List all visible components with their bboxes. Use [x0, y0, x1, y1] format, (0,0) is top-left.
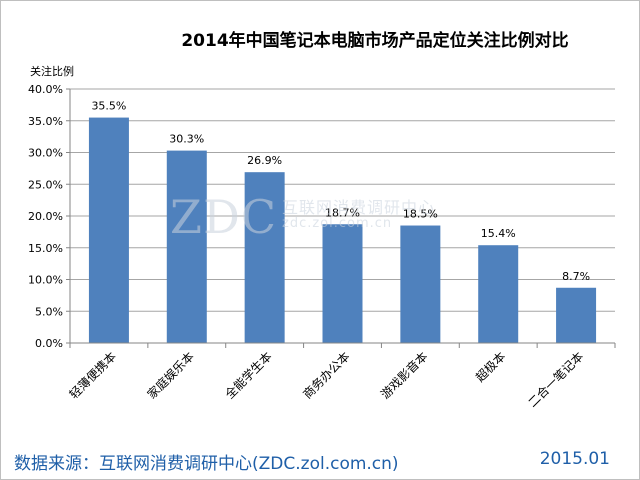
data-label: 18.5%	[403, 208, 438, 221]
y-tick-label: 5.0%	[35, 305, 63, 318]
data-label: 15.4%	[481, 227, 516, 240]
y-tick-label: 15.0%	[28, 242, 63, 255]
category-label: 全能学生本	[222, 349, 275, 402]
category-label: 游戏影音本	[377, 349, 430, 402]
source-note: 数据来源：互联网消费调研中心(ZDC.zol.com.cn)	[14, 454, 399, 474]
y-tick-label: 35.0%	[28, 115, 63, 128]
bar	[478, 245, 519, 343]
category-label: 二合一笔记本	[525, 349, 587, 411]
bar	[556, 287, 597, 343]
bar	[244, 172, 285, 343]
y-tick-label: 10.0%	[28, 274, 63, 287]
bar	[322, 224, 363, 343]
chart-title: 2014年中国笔记本电脑市场产品定位关注比例对比	[181, 31, 569, 51]
y-tick-label: 30.0%	[28, 147, 63, 160]
y-tick-label: 40.0%	[28, 83, 63, 96]
data-label: 18.7%	[325, 206, 360, 219]
y-axis-label: 关注比例	[30, 65, 74, 78]
bar	[88, 117, 129, 343]
category-label: 轻薄便携本	[66, 349, 119, 402]
y-tick-label: 0.0%	[35, 337, 63, 350]
bar	[400, 225, 441, 343]
date-note: 2015.01	[539, 449, 610, 469]
data-label: 8.7%	[562, 270, 590, 283]
data-label: 30.3%	[169, 133, 204, 146]
data-label: 26.9%	[247, 154, 282, 167]
footer: 数据来源：互联网消费调研中心(ZDC.zol.com.cn) 2015.01	[0, 447, 640, 477]
bar-chart-plot: 35.5% 30.3% 26.9% 18.7% 18.5% 15.4% 8.7% 0.0% 5…	[28, 83, 616, 411]
bar	[166, 150, 207, 343]
y-tick-label: 25.0%	[28, 178, 63, 191]
category-label: 家庭娱乐本	[144, 349, 197, 402]
category-label: 超极本	[472, 349, 508, 385]
data-label: 35.5%	[91, 100, 126, 113]
category-label: 商务办公本	[300, 349, 353, 402]
y-tick-label: 20.0%	[28, 210, 63, 223]
